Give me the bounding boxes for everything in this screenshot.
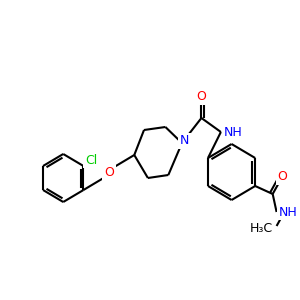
Text: H₃C: H₃C [250, 223, 273, 236]
Text: NH: NH [278, 206, 297, 218]
Text: O: O [278, 170, 287, 184]
Text: O: O [196, 91, 206, 103]
Text: O: O [104, 166, 114, 179]
Text: Cl: Cl [85, 154, 98, 166]
Text: N: N [180, 134, 190, 148]
Text: NH: NH [224, 125, 242, 139]
